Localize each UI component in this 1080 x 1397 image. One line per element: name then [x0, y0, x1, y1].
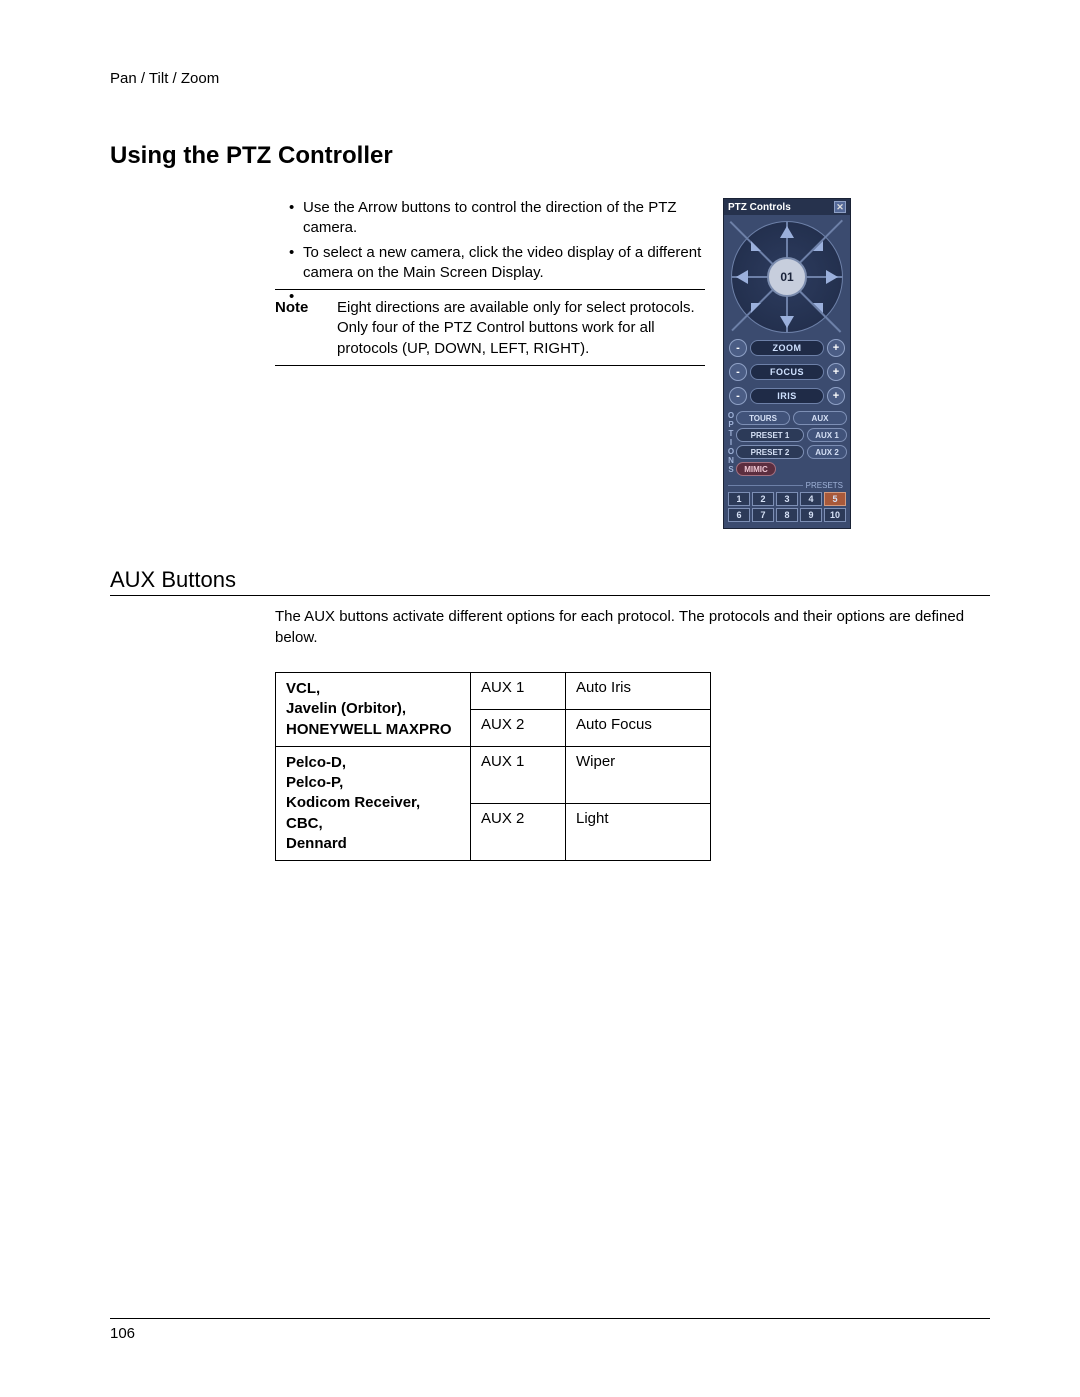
preset2-button[interactable]: PRESET 2 [736, 445, 804, 459]
func-cell: Auto Iris [566, 673, 711, 710]
options-vertical-label: OPTIONS [726, 411, 736, 479]
aux-cell: AUX 2 [471, 709, 566, 746]
preset-button[interactable]: 8 [776, 508, 798, 522]
arrow-up-button[interactable] [780, 226, 794, 238]
direction-pad: 01 [731, 221, 843, 333]
arrow-down-button[interactable] [780, 316, 794, 328]
aux-button[interactable]: AUX [793, 411, 847, 425]
options-block: OPTIONS TOURS AUX PRESET 1 AUX 1 PRESET … [724, 409, 850, 481]
func-cell: Auto Focus [566, 709, 711, 746]
ptz-panel-title-bar: PTZ Controls ✕ [724, 199, 850, 215]
page-title: Using the PTZ Controller [110, 142, 990, 170]
iris-plus-button[interactable]: + [827, 387, 845, 405]
dpad-wrap: 01 [724, 215, 850, 335]
aux-cell: AUX 2 [471, 803, 566, 860]
preset-button[interactable]: 4 [800, 492, 822, 506]
preset-button[interactable]: 10 [824, 508, 846, 522]
instructions-block: Use the Arrow buttons to control the dir… [275, 198, 990, 529]
arrow-right-button[interactable] [826, 270, 838, 284]
focus-row: - FOCUS + [724, 361, 850, 383]
close-icon[interactable]: ✕ [834, 201, 846, 213]
iris-minus-button[interactable]: - [729, 387, 747, 405]
preset-button[interactable]: 6 [728, 508, 750, 522]
presets-label: PRESETS [806, 481, 843, 490]
instructions-list: Use the Arrow buttons to control the dir… [275, 198, 705, 283]
mimic-button[interactable]: MIMIC [736, 462, 776, 476]
aux-cell: AUX 1 [471, 673, 566, 710]
ptz-controls-panel: PTZ Controls ✕ 01 - ZOOM + [723, 198, 851, 529]
preset-button[interactable]: 9 [800, 508, 822, 522]
instruction-item: To select a new camera, click the video … [289, 243, 705, 284]
func-cell: Wiper [566, 746, 711, 803]
note-label: Note [275, 298, 337, 359]
arrow-upright-button[interactable] [813, 241, 823, 251]
focus-label: FOCUS [750, 364, 824, 380]
aux-intro-text: The AUX buttons activate different optio… [275, 606, 975, 648]
preset-button-active[interactable]: 5 [824, 492, 846, 506]
tours-button[interactable]: TOURS [736, 411, 790, 425]
iris-label: IRIS [750, 388, 824, 404]
page-number: 106 [110, 1325, 135, 1342]
iris-row: - IRIS + [724, 385, 850, 407]
focus-plus-button[interactable]: + [827, 363, 845, 381]
preset-button[interactable]: 2 [752, 492, 774, 506]
presets-section: PRESETS 1 2 3 4 5 6 7 8 9 10 [724, 481, 850, 528]
preset-row-1: 1 2 3 4 5 [728, 492, 846, 506]
aux-heading: AUX Buttons [110, 567, 990, 593]
options-grid: TOURS AUX PRESET 1 AUX 1 PRESET 2 AUX 2 … [736, 411, 847, 479]
preset-button[interactable]: 1 [728, 492, 750, 506]
zoom-plus-button[interactable]: + [827, 339, 845, 357]
aux1-button[interactable]: AUX 1 [807, 428, 847, 442]
zoom-label: ZOOM [750, 340, 824, 356]
preset1-button[interactable]: PRESET 1 [736, 428, 804, 442]
note-text: Eight directions are available only for … [337, 298, 705, 359]
func-cell: Light [566, 803, 711, 860]
aux-cell: AUX 1 [471, 746, 566, 803]
zoom-minus-button[interactable]: - [729, 339, 747, 357]
note-row: Note Eight directions are available only… [275, 298, 705, 359]
arrow-upleft-button[interactable] [751, 241, 761, 251]
aux-protocol-table: VCL, Javelin (Orbitor), HONEYWELL MAXPRO… [275, 672, 711, 861]
zoom-row: - ZOOM + [724, 337, 850, 359]
preset-row-2: 6 7 8 9 10 [728, 508, 846, 522]
protocol-cell: Pelco-D, Pelco-P, Kodicom Receiver, CBC,… [276, 746, 471, 860]
footer-rule [110, 1318, 990, 1319]
camera-number-display: 01 [767, 257, 807, 297]
protocol-cell: VCL, Javelin (Orbitor), HONEYWELL MAXPRO [276, 673, 471, 747]
aux2-button[interactable]: AUX 2 [807, 445, 847, 459]
preset-button[interactable]: 3 [776, 492, 798, 506]
breadcrumb: Pan / Tilt / Zoom [110, 70, 990, 87]
arrow-left-button[interactable] [736, 270, 748, 284]
preset-button[interactable]: 7 [752, 508, 774, 522]
ptz-panel-title: PTZ Controls [728, 202, 791, 213]
arrow-downright-button[interactable] [813, 303, 823, 313]
instruction-item: Use the Arrow buttons to control the dir… [289, 198, 705, 239]
instructions-text: Use the Arrow buttons to control the dir… [275, 198, 705, 366]
arrow-downleft-button[interactable] [751, 303, 761, 313]
focus-minus-button[interactable]: - [729, 363, 747, 381]
